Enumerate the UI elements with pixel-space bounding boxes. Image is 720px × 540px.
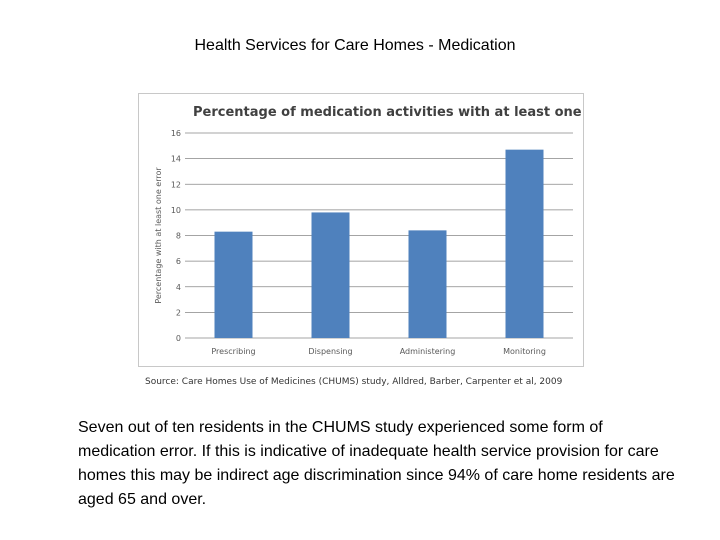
x-tick-label: Monitoring xyxy=(503,347,546,356)
x-tick-label: Dispensing xyxy=(308,347,352,356)
y-axis-label: Percentage with at least one error xyxy=(154,167,163,304)
body-paragraph: Seven out of ten residents in the CHUMS … xyxy=(78,419,675,508)
y-tick-label: 14 xyxy=(171,155,181,164)
y-tick-label: 12 xyxy=(171,180,181,189)
slide-title: Health Services for Care Homes - Medicat… xyxy=(194,37,516,54)
y-tick-label: 6 xyxy=(176,257,181,266)
chart-title: Percentage of medication activities with… xyxy=(193,105,585,120)
bar-chart: Percentage of medication activities with… xyxy=(154,105,585,356)
y-tick-label: 4 xyxy=(176,283,181,292)
bar xyxy=(408,230,447,338)
bar xyxy=(311,212,350,338)
x-tick-label: Administering xyxy=(400,347,456,356)
source-citation: Source: Care Homes Use of Medicines (CHU… xyxy=(145,377,563,387)
y-tick-label: 10 xyxy=(171,206,181,215)
y-tick-label: 16 xyxy=(171,129,181,138)
y-tick-label: 0 xyxy=(176,334,181,343)
y-tick-label: 8 xyxy=(176,232,181,241)
bar xyxy=(505,149,544,338)
bar xyxy=(214,231,253,338)
y-tick-label: 2 xyxy=(176,308,181,317)
x-tick-label: Prescribing xyxy=(211,347,255,356)
chart-area: Percentage of medication activities with… xyxy=(138,93,585,367)
